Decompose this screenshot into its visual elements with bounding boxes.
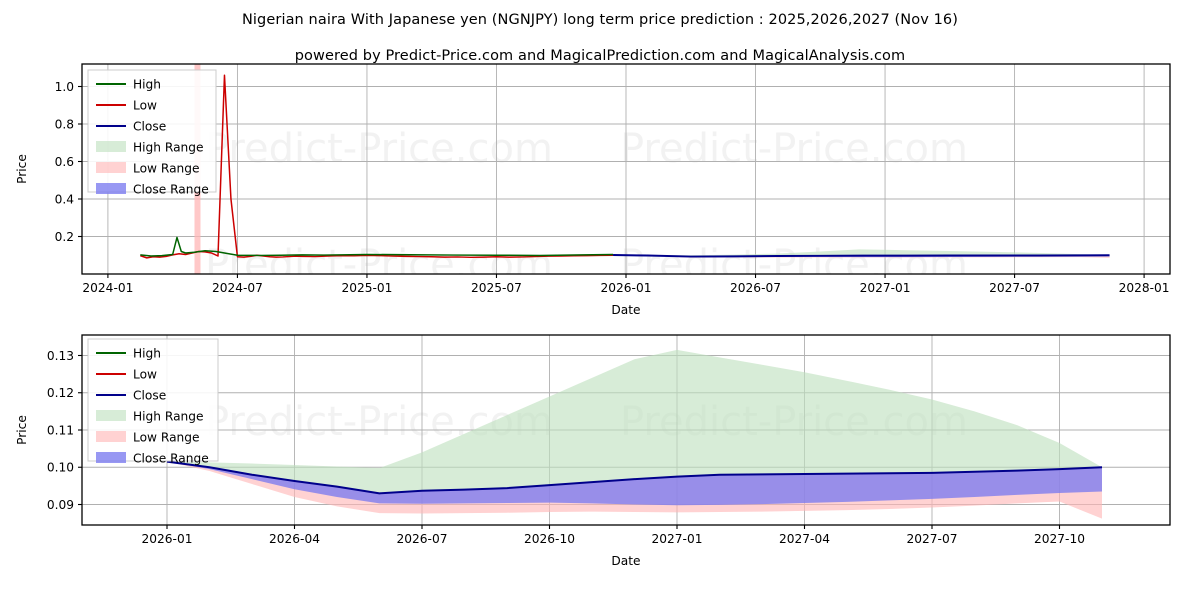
y-tick-label: 0.11 xyxy=(47,423,74,437)
legend-item: High xyxy=(96,77,161,91)
x-tick-label: 2027-04 xyxy=(779,532,830,546)
legend-label: Close xyxy=(133,388,166,402)
x-tick-label: 2024-01 xyxy=(82,281,133,295)
legend-label: Low xyxy=(133,367,157,381)
legend-item: Low Range xyxy=(96,430,200,444)
x-axis-label: Date xyxy=(611,554,640,568)
y-tick-label: 0.09 xyxy=(47,498,74,512)
y-tick-label: 0.10 xyxy=(47,461,74,475)
x-tick-label: 2028-01 xyxy=(1119,281,1170,295)
y-tick-label: 0.4 xyxy=(55,192,75,206)
x-tick-label: 2026-01 xyxy=(142,532,193,546)
x-tick-label: 2027-01 xyxy=(860,281,911,295)
legend-label: Close Range xyxy=(133,182,209,196)
legend-item: Low xyxy=(96,98,157,112)
legend-item: Close Range xyxy=(96,451,209,465)
x-tick-label: 2026-10 xyxy=(524,532,575,546)
legend-item: Close xyxy=(96,388,166,402)
y-axis-label: Price xyxy=(15,415,29,445)
legend-label: High Range xyxy=(133,140,204,154)
y-axis-label: Price xyxy=(15,154,29,184)
x-tick-label: 2025-07 xyxy=(471,281,522,295)
svg-text:Predict-Price.com: Predict-Price.com xyxy=(620,126,968,172)
page-title: Nigerian naira With Japanese yen (NGNJPY… xyxy=(241,12,959,28)
forecast-detail-chart: Predict-Price.comPredict-Price.com0.090.… xyxy=(0,325,1200,600)
y-tick-label: 0.13 xyxy=(47,349,74,363)
legend-label: Low xyxy=(133,98,157,112)
svg-text:Predict-Price.com: Predict-Price.com xyxy=(205,126,553,172)
legend-item: Low Range xyxy=(96,161,200,175)
x-tick-label: 2026-01 xyxy=(601,281,652,295)
svg-text:Predict-Price.com: Predict-Price.com xyxy=(205,242,553,288)
svg-text:Predict-Price.com: Predict-Price.com xyxy=(620,242,968,288)
legend-label: Low Range xyxy=(133,430,200,444)
y-tick-label: 0.12 xyxy=(47,386,74,400)
x-tick-label: 2026-07 xyxy=(397,532,448,546)
x-tick-label: 2025-01 xyxy=(341,281,392,295)
y-tick-label: 0.2 xyxy=(55,230,74,244)
legend-label: High xyxy=(133,77,161,91)
legend-item: Low xyxy=(96,367,157,381)
page-subtitle: powered by Predict-Price.com and Magical… xyxy=(294,47,906,64)
legend-item: High Range xyxy=(96,409,204,423)
x-tick-label: 2027-01 xyxy=(652,532,703,546)
legend-label: Low Range xyxy=(133,161,200,175)
x-tick-label: 2027-07 xyxy=(907,532,958,546)
legend-item: Close Range xyxy=(96,182,209,196)
legend-item: High xyxy=(96,346,161,360)
legend-label: High Range xyxy=(133,409,204,423)
x-tick-label: 2026-04 xyxy=(269,532,320,546)
y-tick-label: 0.6 xyxy=(55,155,74,169)
x-tick-label: 2027-07 xyxy=(989,281,1040,295)
legend-label: Close Range xyxy=(133,451,209,465)
overview-chart: Predict-Price.com Predict-Price.com Predic… xyxy=(0,56,1200,320)
legend-label: Close xyxy=(133,119,166,133)
y-tick-label: 0.8 xyxy=(55,117,74,131)
legend-label: High xyxy=(133,346,161,360)
legend-item: High Range xyxy=(96,140,204,154)
x-tick-label: 2027-10 xyxy=(1034,532,1085,546)
legend-item: Close xyxy=(96,119,166,133)
x-tick-label: 2026-07 xyxy=(730,281,781,295)
x-tick-label: 2024-07 xyxy=(212,281,263,295)
y-tick-label: 1.0 xyxy=(55,80,74,94)
x-axis-label: Date xyxy=(611,303,640,317)
title-block: Nigerian naira With Japanese yen (NGNJPY… xyxy=(0,0,1200,66)
